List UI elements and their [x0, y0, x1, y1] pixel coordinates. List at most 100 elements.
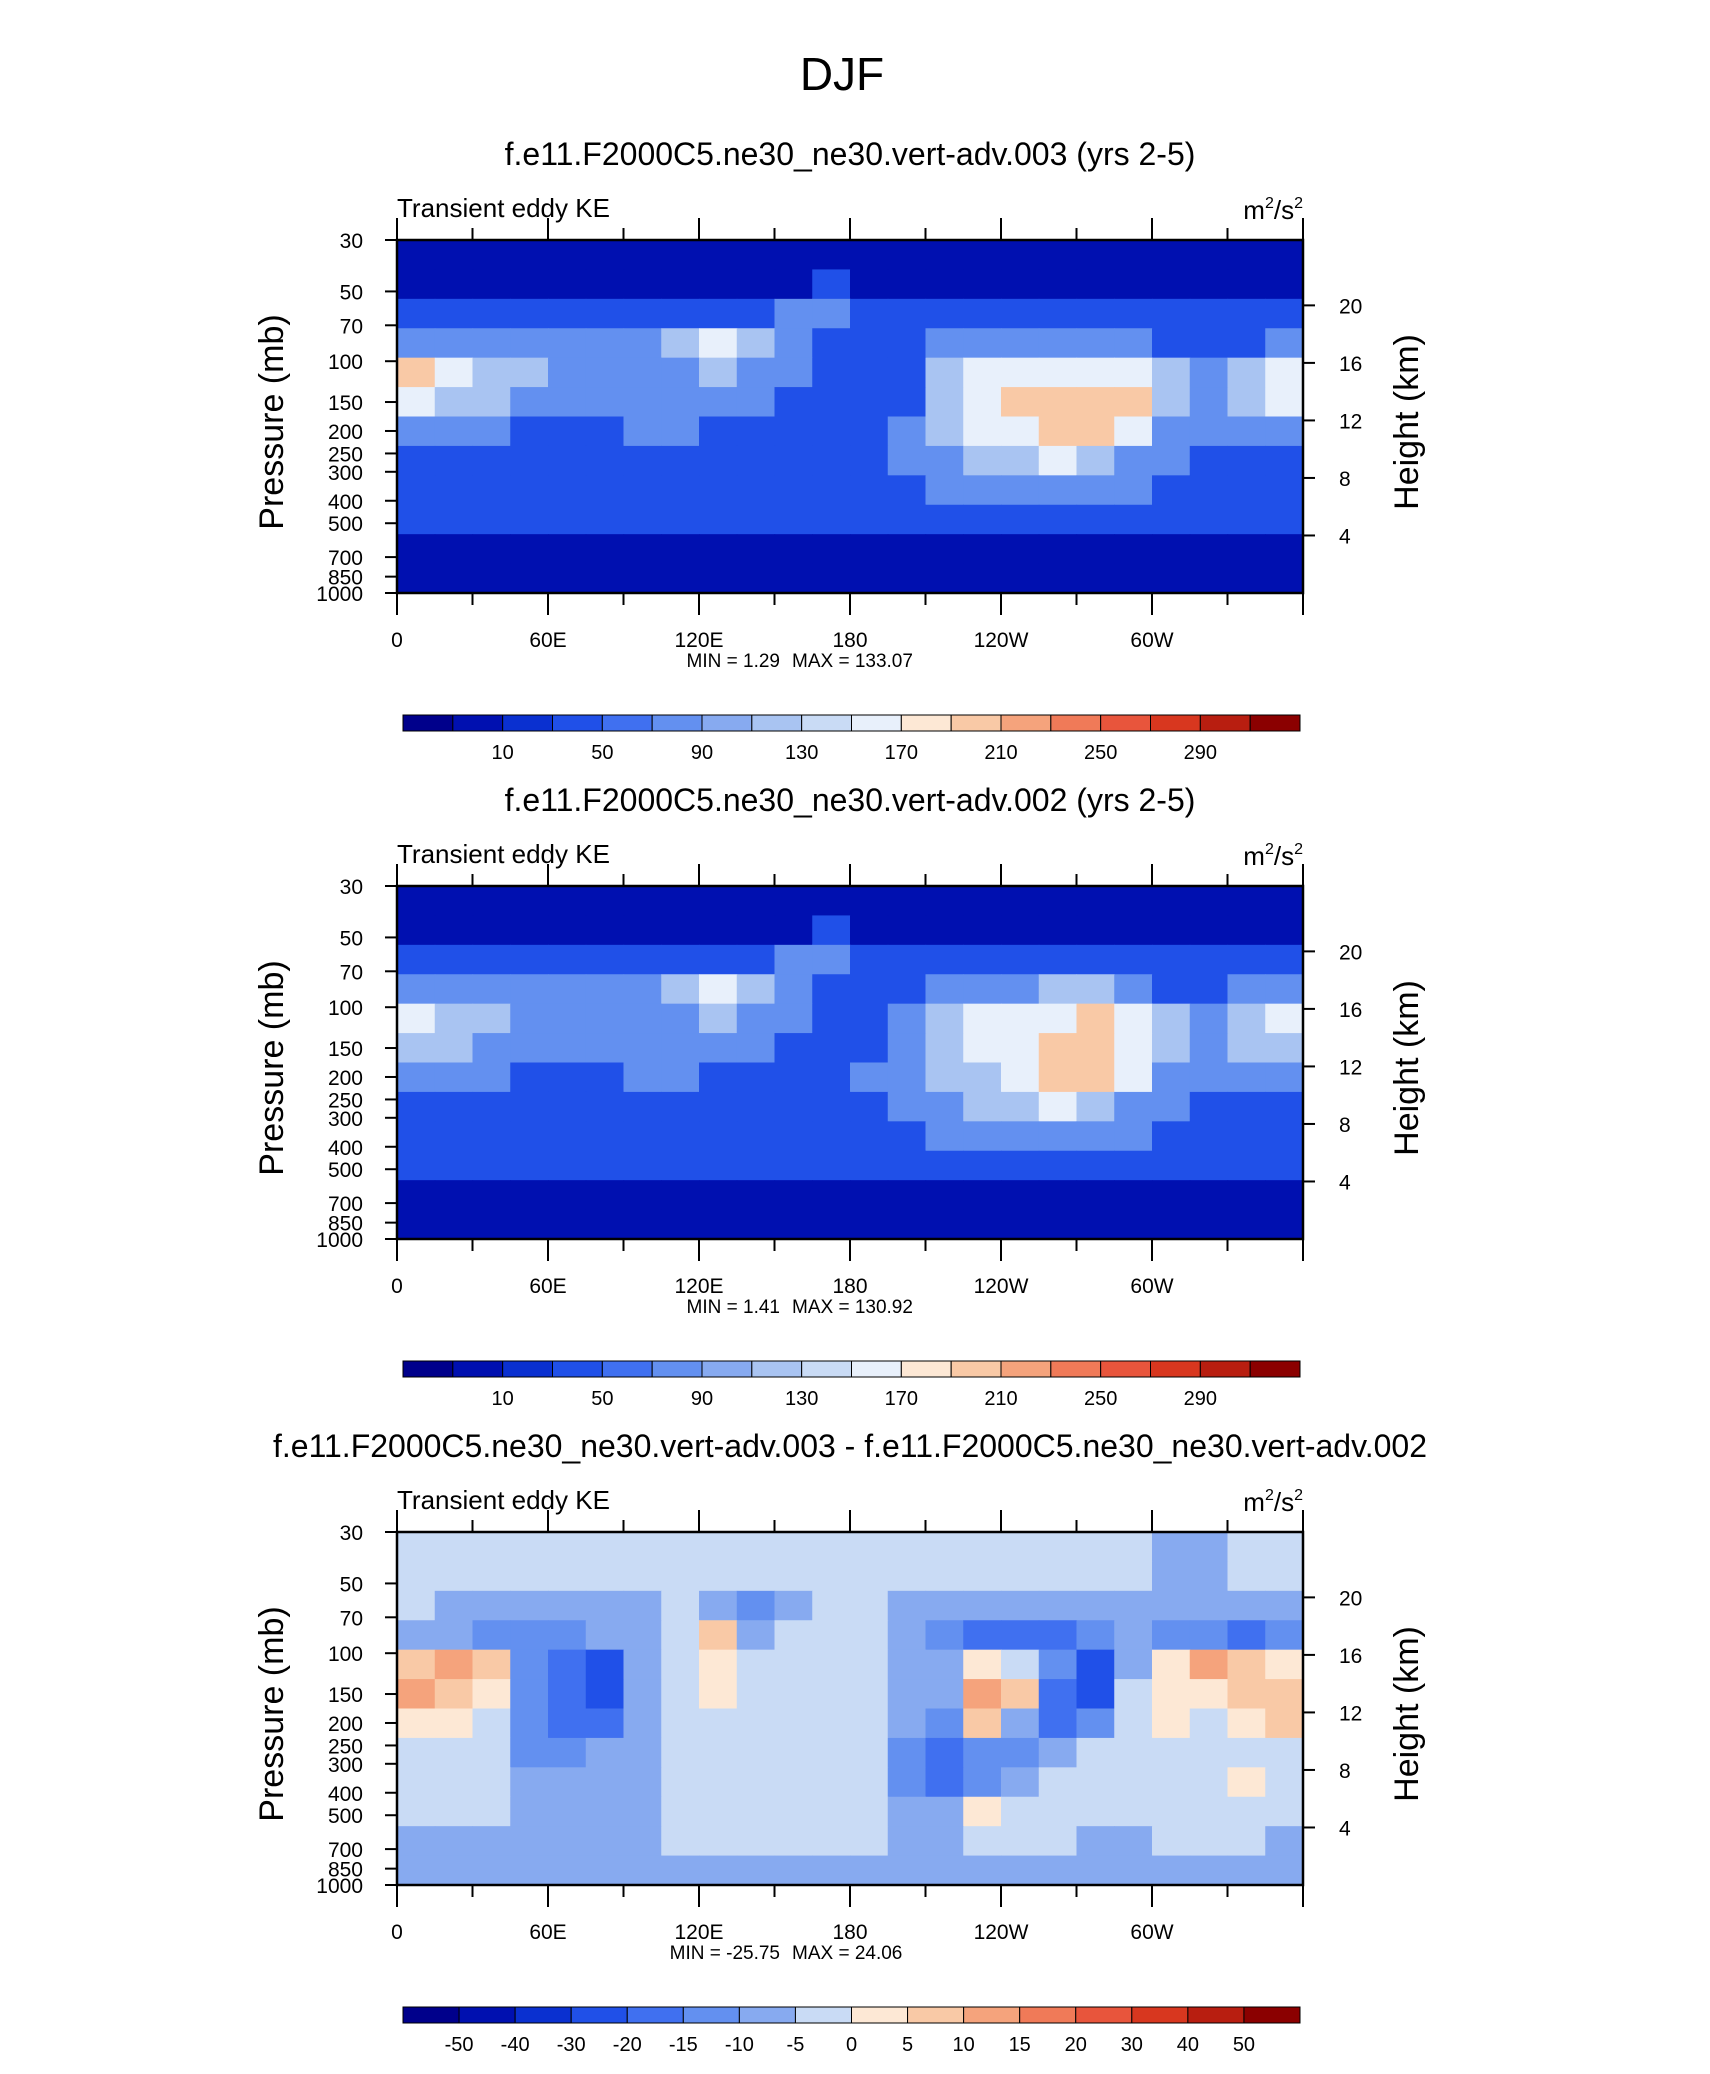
heatmap-cell [1114, 1679, 1153, 1710]
heatmap-cell [1152, 1649, 1191, 1680]
heatmap-cell [850, 298, 889, 329]
heatmap-cell [1227, 475, 1266, 506]
heatmap-cell [1227, 534, 1266, 565]
heatmap-cell [585, 1590, 625, 1621]
heatmap-cell [1189, 915, 1229, 946]
heatmap-cell [472, 1620, 511, 1651]
heatmap-cell [1076, 944, 1115, 975]
heatmap-cell [1076, 387, 1115, 418]
pressure-tick-label: 100 [328, 1643, 363, 1666]
heatmap-cell [548, 1150, 587, 1181]
heatmap-cell [434, 416, 474, 447]
heatmap-cell [1001, 1180, 1040, 1211]
colorbar-label: -50 [445, 2034, 474, 2056]
heatmap-cell [434, 1121, 474, 1152]
min-label: MIN = 1.29 [687, 651, 780, 672]
x-tick-label: 120W [974, 1921, 1029, 1944]
heatmap-cell [1189, 1062, 1229, 1093]
colorbar-label: 130 [785, 742, 818, 764]
heatmap-cell [397, 387, 436, 418]
heatmap-cell [887, 534, 927, 565]
colorbar-box [701, 714, 753, 732]
y-axis-title: Pressure (mb) [253, 960, 291, 1175]
heatmap-cell [963, 1209, 1002, 1240]
heatmap-cell [472, 1737, 511, 1768]
heatmap-cell [812, 1590, 851, 1621]
heatmap-cell [1152, 1679, 1191, 1710]
heatmap-cell [736, 1033, 776, 1064]
colorbar-box [801, 714, 853, 732]
panel-difference: f.e11.F2000C5.ne30_ne30.vert-adv.003 - f… [253, 1428, 1427, 2056]
heatmap-cell [1189, 504, 1229, 535]
heatmap-cell [736, 504, 776, 535]
heatmap-cell [1152, 915, 1191, 946]
heatmap-cell [774, 475, 813, 506]
heatmap-cell [1114, 1855, 1153, 1886]
heatmap-cell [510, 915, 549, 946]
heatmap-cell [925, 269, 964, 300]
heatmap-cell [1001, 1590, 1040, 1621]
pressure-tick-label: 300 [328, 1754, 363, 1777]
colorbar-box [1100, 1360, 1151, 1378]
heatmap-cell [850, 475, 889, 506]
colorbar-box [900, 714, 952, 732]
colorbar: 10 50 90 130 170 210 250 290 [402, 1360, 1301, 1410]
heatmap-cell [1189, 944, 1229, 975]
heatmap-cell [812, 534, 851, 565]
heatmap-cell [1038, 1121, 1078, 1152]
heatmap-cell [548, 1121, 587, 1152]
heatmap-cell [548, 1737, 587, 1768]
colorbar-box [751, 1360, 803, 1378]
heatmap-cell [661, 504, 700, 535]
heatmap-cell [1038, 1649, 1078, 1680]
heatmap-cell [1114, 1767, 1153, 1798]
heatmap-cell [1114, 1180, 1153, 1211]
heatmap-cell [736, 1091, 776, 1122]
heatmap-cell [585, 504, 625, 535]
heatmap-cell [661, 387, 700, 418]
pressure-tick-label: 700 [328, 1839, 363, 1862]
heatmap-cell [850, 1062, 889, 1093]
colorbar-box [851, 1360, 902, 1378]
heatmap-cell [812, 1180, 851, 1211]
heatmap-cell [1265, 1003, 1304, 1034]
colorbar-box [963, 2006, 1021, 2024]
heatmap-cell [925, 915, 964, 946]
heatmap-cell [1189, 1649, 1229, 1680]
heatmap-cell [1114, 1826, 1153, 1857]
heatmap-cell [699, 1091, 738, 1122]
heatmap-cell [1114, 475, 1153, 506]
heatmap-cell [1001, 1121, 1040, 1152]
heatmap-cell [774, 387, 813, 418]
heatmap-cell [850, 1150, 889, 1181]
heatmap-cell [510, 298, 549, 329]
heatmap-cell [1265, 1561, 1304, 1592]
heatmap-cell [1076, 1590, 1115, 1621]
heatmap-cell [1152, 886, 1191, 917]
heatmap-cell [434, 1649, 474, 1680]
heatmap-cell [397, 416, 436, 447]
heatmap-cell [1114, 886, 1153, 917]
heatmap-cell [1152, 1796, 1191, 1827]
heatmap-cell [1076, 886, 1115, 917]
heatmap-cell [887, 1150, 927, 1181]
heatmap-cell [397, 1649, 436, 1680]
heatmap-cell [736, 1003, 776, 1034]
heatmap-cell [1227, 1767, 1266, 1798]
pressure-tick-label: 30 [340, 230, 363, 253]
heatmap-cell [472, 534, 511, 565]
heatmap-cell [925, 1590, 964, 1621]
heatmap-cell [585, 328, 625, 359]
colorbar-box [907, 2006, 965, 2024]
pressure-tick-label: 850 [328, 1859, 363, 1882]
heatmap-cell [1152, 445, 1191, 476]
heatmap-cell [1152, 563, 1191, 594]
heatmap-cell [963, 1737, 1002, 1768]
heatmap-cell [1189, 269, 1229, 300]
heatmap-cell [736, 1826, 776, 1857]
heatmap-cell [1001, 1062, 1040, 1093]
colorbar-box [1050, 1360, 1102, 1378]
heatmap-cell [623, 1796, 662, 1827]
heatmap-cell [812, 1767, 851, 1798]
heatmap-cell [887, 328, 927, 359]
